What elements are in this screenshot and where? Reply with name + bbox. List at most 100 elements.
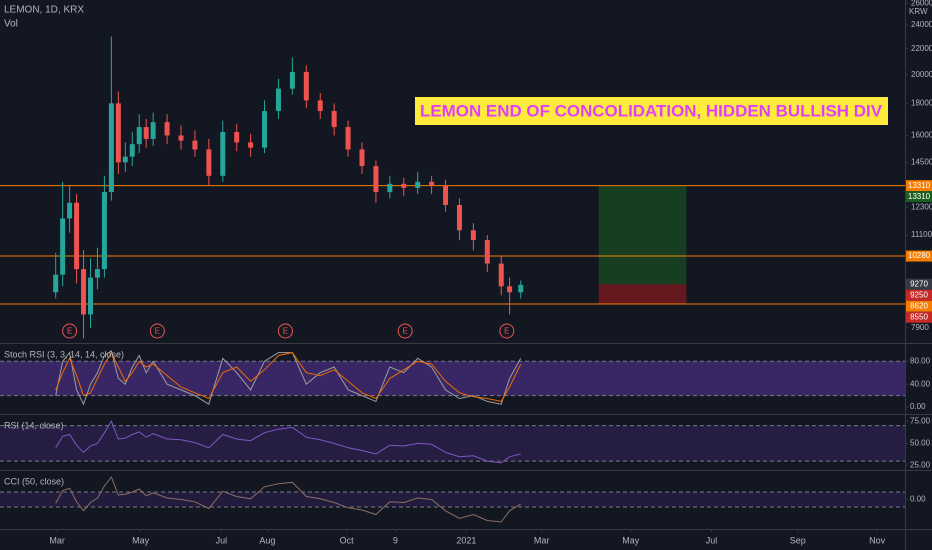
y-tick-label: 75.00 bbox=[910, 416, 931, 425]
event-label: E bbox=[402, 327, 407, 336]
price-label: 10280 bbox=[908, 251, 931, 260]
x-tick-label: Oct bbox=[340, 535, 355, 545]
indicator-band bbox=[0, 492, 905, 507]
event-label: E bbox=[504, 327, 509, 336]
candle-body bbox=[150, 122, 156, 139]
candle-body bbox=[275, 88, 281, 112]
indicator-line bbox=[55, 350, 522, 406]
y-tick-label: 0.00 bbox=[910, 402, 926, 411]
y-tick-label: 18000 bbox=[911, 98, 932, 107]
candle-body bbox=[81, 269, 87, 315]
candle-body bbox=[262, 111, 268, 148]
price-label: 9250 bbox=[910, 290, 928, 299]
candle-body bbox=[60, 218, 66, 275]
candle-body bbox=[317, 100, 323, 112]
candle-body bbox=[345, 127, 351, 150]
price-label: 9270 bbox=[910, 279, 928, 288]
event-label: E bbox=[67, 327, 72, 336]
y-tick-label: 20000 bbox=[911, 70, 932, 79]
y-tick-label: 12300 bbox=[911, 202, 932, 211]
event-marker bbox=[499, 323, 515, 339]
currency-label: KRW bbox=[909, 7, 928, 16]
candle-body bbox=[498, 263, 504, 287]
candle-body bbox=[94, 269, 100, 278]
x-tick-label: Jul bbox=[216, 535, 228, 545]
candle-body bbox=[303, 71, 309, 101]
candle-body bbox=[456, 204, 462, 231]
volume-label: Vol bbox=[4, 19, 18, 30]
price-label: 8550 bbox=[910, 312, 928, 321]
candle-body bbox=[129, 144, 135, 157]
candle-body bbox=[248, 142, 254, 148]
y-tick-label: 14500 bbox=[911, 157, 932, 166]
indicator-band bbox=[0, 425, 905, 462]
y-tick-label: 16000 bbox=[911, 131, 932, 140]
candle-body bbox=[234, 132, 240, 143]
candle-body bbox=[74, 202, 80, 270]
y-tick-label: 80.00 bbox=[910, 356, 931, 365]
event-label: E bbox=[283, 327, 288, 336]
price-label: 13310 bbox=[908, 192, 931, 201]
candle-body bbox=[484, 240, 490, 264]
indicator-line bbox=[55, 351, 522, 402]
candle-body bbox=[387, 183, 393, 193]
indicator-title: Stoch RSI (3, 3, 14, 14, close) bbox=[4, 349, 124, 359]
x-tick-label: Sep bbox=[790, 535, 806, 545]
candle-body bbox=[429, 181, 435, 186]
candle-body bbox=[359, 149, 365, 167]
indicator-title: CCI (50, close) bbox=[4, 476, 64, 486]
candle-body bbox=[507, 286, 513, 293]
candle-body bbox=[373, 166, 379, 193]
candle-body bbox=[67, 202, 73, 219]
y-tick-label: 25.00 bbox=[910, 461, 931, 470]
position-target bbox=[598, 185, 687, 285]
event-label: E bbox=[155, 327, 160, 336]
y-tick-label: 50.00 bbox=[910, 438, 931, 447]
candle-body bbox=[115, 103, 121, 163]
indicator-title: RSI (14, close) bbox=[4, 420, 64, 430]
y-tick-label: 26000 bbox=[911, 0, 932, 7]
x-tick-label: 2021 bbox=[456, 535, 476, 545]
price-label-bg bbox=[906, 289, 932, 301]
annotation-text: LEMON END OF CONCOLIDATION, HIDDEN BULLI… bbox=[420, 101, 883, 120]
event-marker bbox=[62, 323, 78, 339]
event-marker bbox=[397, 323, 413, 339]
y-tick-label: 0.00 bbox=[910, 495, 926, 504]
candle-body bbox=[143, 127, 149, 139]
price-label-bg bbox=[906, 311, 932, 323]
candle-body bbox=[88, 277, 93, 315]
candle-body bbox=[518, 284, 524, 293]
price-label-bg bbox=[906, 191, 932, 203]
candle-body bbox=[53, 274, 59, 293]
x-tick-label: Aug bbox=[259, 535, 275, 545]
candle-body bbox=[136, 127, 142, 145]
y-tick-label: 7900 bbox=[911, 323, 929, 332]
symbol-title: LEMON, 1D, KRX bbox=[4, 5, 84, 16]
candle-body bbox=[331, 111, 337, 128]
indicator-line bbox=[55, 420, 521, 464]
price-label-bg bbox=[906, 300, 932, 312]
price-label-bg bbox=[906, 278, 932, 290]
x-tick-label: 9 bbox=[393, 535, 398, 545]
candle-body bbox=[122, 156, 128, 163]
annotation-box bbox=[415, 97, 888, 125]
position-stop bbox=[598, 284, 687, 305]
indicator-band bbox=[0, 361, 905, 396]
candle-body bbox=[289, 71, 295, 89]
candle-body bbox=[470, 230, 476, 241]
x-tick-label: Jul bbox=[706, 535, 718, 545]
x-tick-label: Mar bbox=[49, 535, 65, 545]
x-tick-label: Mar bbox=[534, 535, 550, 545]
y-tick-label: 24000 bbox=[911, 20, 932, 29]
price-label-bg bbox=[906, 180, 932, 192]
event-marker bbox=[277, 323, 293, 339]
candle-body bbox=[415, 181, 421, 188]
x-tick-label: May bbox=[622, 535, 640, 545]
y-tick-label: 11100 bbox=[911, 230, 932, 239]
y-tick-label: 22000 bbox=[911, 44, 932, 53]
candle-body bbox=[101, 192, 107, 270]
candle-body bbox=[206, 149, 212, 176]
